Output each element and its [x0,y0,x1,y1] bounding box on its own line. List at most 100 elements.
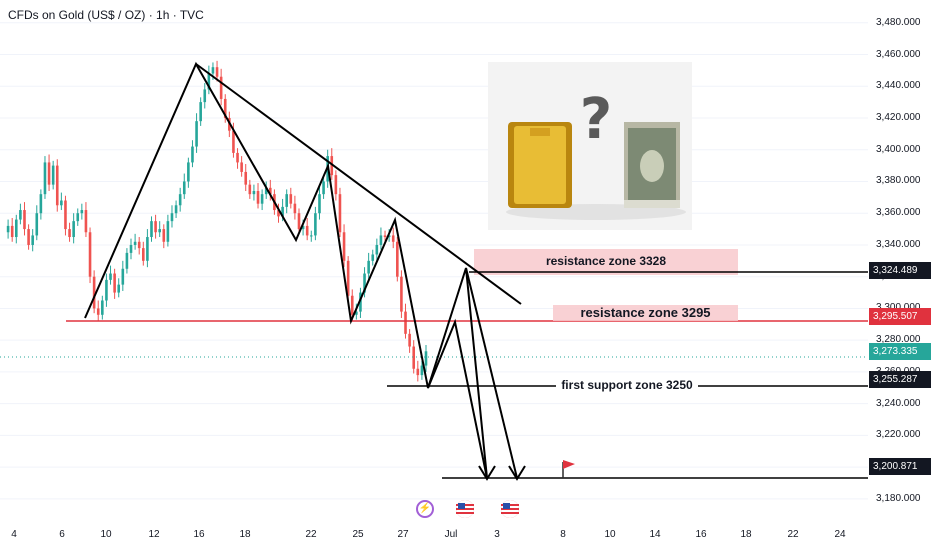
chart-title: CFDs on Gold (US$ / OZ) · 1h · TVC [8,8,204,22]
x-tick-label: Jul [444,529,458,540]
us-flag-icon[interactable] [456,500,474,518]
candle [334,175,338,195]
question-mark: ? [580,87,612,152]
x-tick-label: 27 [397,529,409,540]
dollar-stack-icon [624,122,680,208]
candle [244,171,248,185]
candle [31,235,34,245]
candle [199,102,202,122]
arrow-head-1 [478,465,496,481]
gold-vs-dollar-image: ? [488,62,692,230]
candle [19,210,22,220]
candle [318,194,321,214]
candle [101,300,104,315]
candle [146,237,149,261]
candle [55,165,59,206]
x-tick-label: 10 [604,529,616,540]
x-tick-label: 22 [305,529,317,540]
candle [137,241,141,249]
us-flag-icon[interactable] [501,500,519,518]
candle [330,156,334,176]
candle [207,73,211,90]
x-tick-label: 14 [649,529,661,540]
candle [383,235,387,238]
y-tick-label: 3,240.000 [876,397,921,409]
candle [420,365,424,376]
candle [47,162,51,185]
candle [142,248,145,261]
candle [314,213,317,236]
candle [27,229,30,245]
x-tick-label: 6 [59,529,65,540]
annotation-support-3250: first support zone 3250 [556,378,698,392]
candle [178,194,182,206]
price-label: 3,273.335 [869,342,931,360]
annotation-resistance-3295: resistance zone 3295 [580,305,711,320]
candle [240,162,243,172]
candle [96,308,100,315]
candle [400,276,403,312]
candle [355,311,358,315]
candle [293,203,297,214]
candle [379,235,383,245]
candle [23,210,26,230]
candle [269,187,272,195]
price-label: 3,200.871 [869,457,931,475]
candle [252,190,256,195]
candle [396,241,399,277]
annotation-resistance-3328: resistance zone 3328 [545,254,667,268]
resistance-zone-3328-box [474,249,738,275]
candle [236,152,239,163]
candle [150,221,153,238]
candle [408,333,411,347]
y-tick-label: 3,280.000 [876,334,921,346]
candle [129,244,133,253]
lightning-icon[interactable]: ⚡ [416,500,434,518]
y-tick-label: 3,460.000 [876,48,921,60]
candle [391,235,395,242]
candle [80,210,84,214]
candle [84,210,88,233]
x-tick-label: 4 [11,529,17,540]
projection-line [465,267,518,479]
candle [387,235,391,238]
candle [338,194,342,233]
x-tick-label: 16 [695,529,707,540]
y-tick-label: 3,180.000 [876,492,921,504]
wave-alt-path [427,318,488,479]
candle [158,229,161,233]
x-tick-label: 24 [834,529,846,540]
price-label: 3,324.489 [869,261,931,279]
candle [260,194,264,204]
y-tick-label: 3,420.000 [876,111,921,123]
candle [187,162,190,182]
candle [256,190,260,204]
candle [105,279,108,301]
y-tick-label: 3,400.000 [876,143,921,155]
x-tick-label: 22 [787,529,799,540]
candle [182,181,186,195]
price-label: 3,295.507 [869,307,931,325]
candle [43,162,47,195]
candle [6,225,10,233]
candle [76,213,80,222]
y-tick-label: 3,340.000 [876,238,921,250]
y-tick-label: 3,360.000 [876,207,921,219]
candle [322,181,325,195]
candle [39,194,43,214]
x-tick-label: 18 [239,529,251,540]
candle [162,229,166,242]
candle [166,221,170,242]
resistance-zone-3295-box [553,305,738,321]
candle [72,221,75,238]
candle [281,206,284,217]
y-tick-label: 3,440.000 [876,80,921,92]
candle [350,295,354,315]
candle [60,200,63,206]
candle [285,194,288,207]
candle [412,346,416,369]
candle [289,194,293,204]
candle [223,98,227,118]
candle [297,213,301,230]
